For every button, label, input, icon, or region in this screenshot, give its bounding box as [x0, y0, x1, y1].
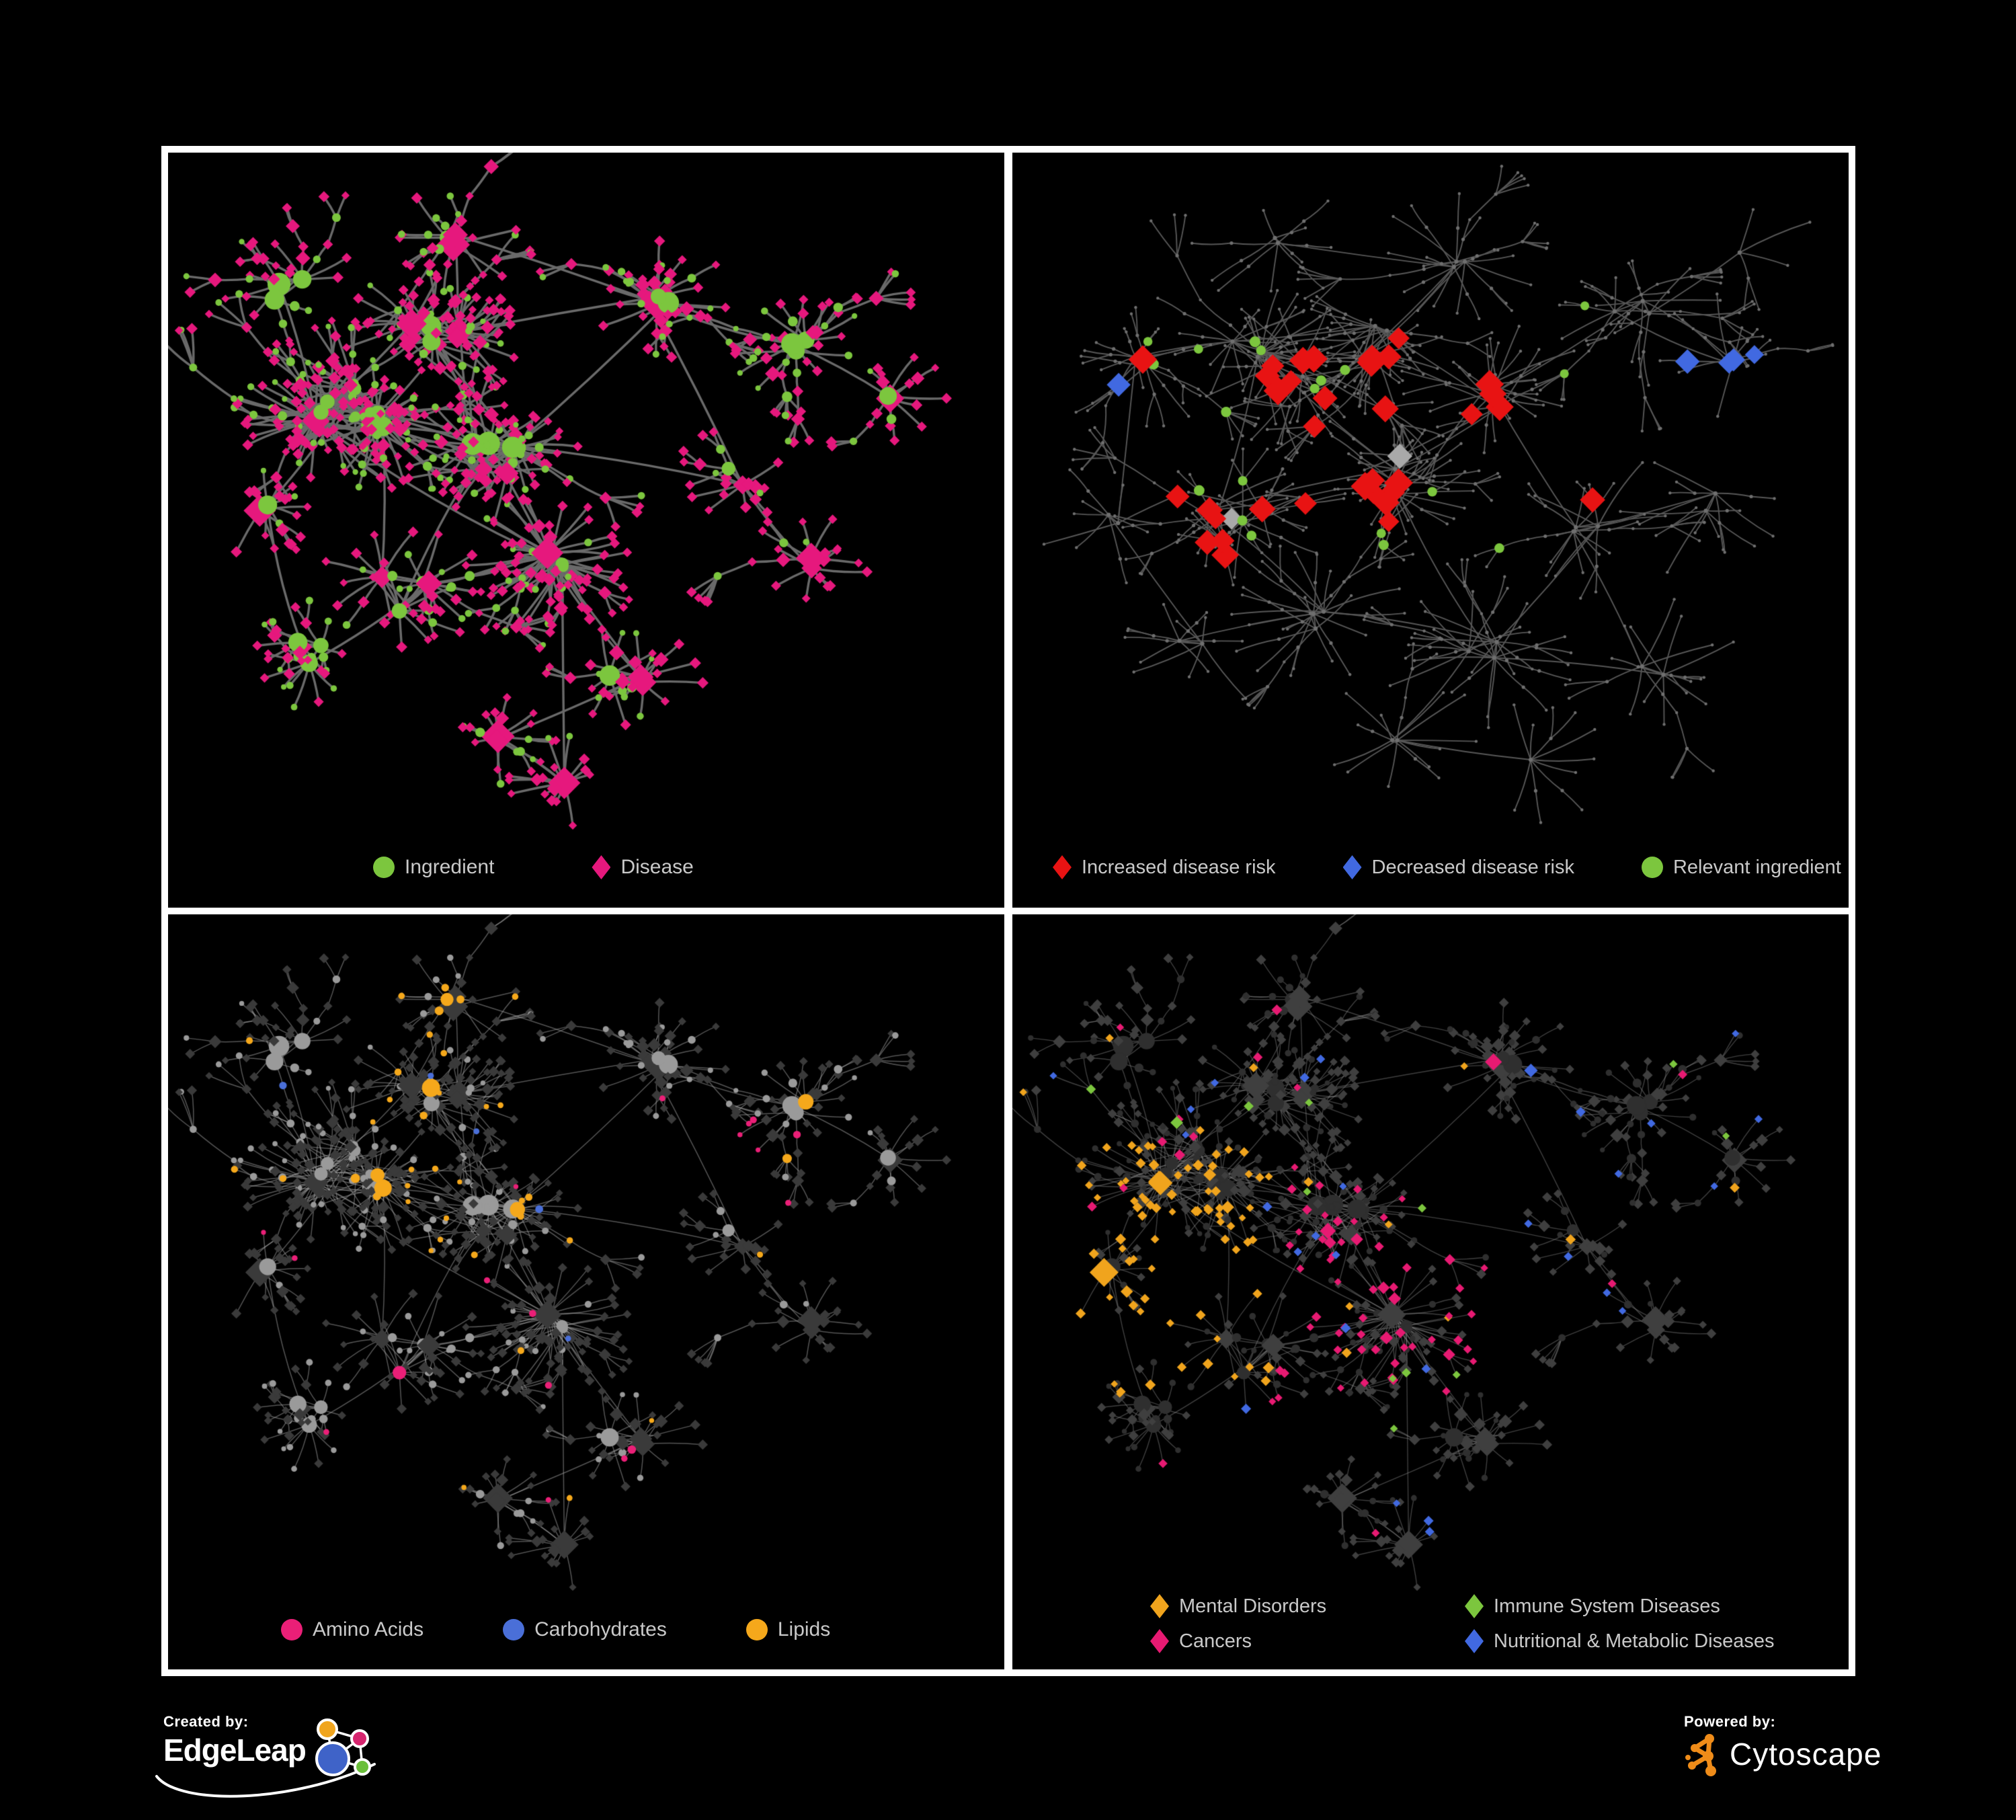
circle-marker	[281, 1619, 303, 1640]
legend-label: Increased disease risk	[1082, 856, 1276, 878]
ingredient-disease-legend: Ingredient Disease	[373, 855, 694, 879]
legend-label: Carbohydrates	[534, 1618, 667, 1640]
legend-label: Disease	[620, 856, 694, 878]
legend-item: Decreased disease risk	[1342, 855, 1574, 879]
disease-category-network-canvas	[1012, 914, 1849, 1669]
panel-disease-risk-network: Increased disease risk Decreased disease …	[1012, 153, 1849, 908]
legend-item: Ingredient	[373, 856, 494, 879]
cytoscape-wordmark: Cytoscape	[1730, 1737, 1882, 1772]
legend-label: Ingredient	[405, 856, 495, 878]
circle-marker	[503, 1619, 525, 1640]
legend-label: Nutritional & Metabolic Diseases	[1494, 1630, 1775, 1652]
legend-item: Lipids	[745, 1618, 831, 1641]
legend-item: Amino Acids	[281, 1618, 424, 1641]
created-by-label: Created by:	[163, 1713, 249, 1730]
legend-item: Disease	[592, 855, 694, 879]
powered-by-label: Powered by:	[1684, 1713, 1776, 1730]
cytoscape-credit: Powered by: Cytosc	[1684, 1713, 1882, 1776]
panel-nutrient-class-network: Amino Acids Carbohydrates Lipids	[168, 914, 1004, 1669]
legend-item: Immune System Diseases	[1465, 1594, 1774, 1618]
disease-risk-network-canvas	[1012, 153, 1849, 908]
legend-label: Immune System Diseases	[1494, 1595, 1720, 1617]
edgeleap-logo-icon	[315, 1718, 371, 1776]
legend-label: Amino Acids	[313, 1618, 424, 1640]
disease-risk-legend: Increased disease risk Decreased disease …	[1053, 855, 1841, 879]
panel-ingredient-disease-network: Ingredient Disease	[168, 153, 1004, 908]
legend-label: Decreased disease risk	[1371, 856, 1574, 878]
circle-marker	[1641, 857, 1663, 878]
edgeleap-credit: Created by: EdgeLeap	[155, 1713, 382, 1798]
edgeleap-swoosh-curve	[155, 1763, 376, 1798]
cytoscape-logo-icon	[1685, 1734, 1716, 1776]
cytoscape-brand-row: Cytoscape	[1684, 1732, 1882, 1776]
diamond-marker	[1465, 1594, 1484, 1618]
diamond-marker	[1342, 855, 1362, 879]
legend-label: Lipids	[777, 1618, 831, 1640]
network-figure-grid: Ingredient Disease Increased disease risk…	[161, 146, 1855, 1676]
legend-label: Relevant ingredient	[1672, 856, 1841, 878]
diamond-marker	[1465, 1629, 1484, 1653]
legend-label: Mental Disorders	[1179, 1595, 1327, 1617]
legend-item: Cancers	[1150, 1629, 1453, 1653]
disease-category-legend: Mental Disorders Immune System Diseases Ca…	[1150, 1594, 1774, 1653]
circle-marker	[373, 857, 395, 878]
legend-item: Relevant ingredient	[1641, 856, 1841, 879]
legend-item: Nutritional & Metabolic Diseases	[1465, 1629, 1774, 1653]
nutrient-class-legend: Amino Acids Carbohydrates Lipids	[281, 1618, 830, 1641]
diamond-marker	[1150, 1629, 1169, 1653]
diamond-marker	[1053, 855, 1072, 879]
legend-item: Carbohydrates	[503, 1618, 667, 1641]
edgeleap-brand-row: EdgeLeap	[155, 1718, 382, 1798]
diamond-marker	[592, 855, 611, 879]
nutrient-class-network-canvas	[168, 914, 1004, 1669]
circle-marker	[745, 1619, 768, 1640]
legend-item: Increased disease risk	[1053, 855, 1276, 879]
panel-disease-category-network: Mental Disorders Immune System Diseases Ca…	[1012, 914, 1849, 1669]
edgeleap-wordmark: EdgeLeap	[163, 1733, 307, 1768]
legend-item: Mental Disorders	[1150, 1594, 1453, 1618]
diamond-marker	[1150, 1594, 1169, 1618]
legend-label: Cancers	[1179, 1630, 1252, 1652]
ingredient-disease-network-canvas	[168, 153, 1004, 908]
